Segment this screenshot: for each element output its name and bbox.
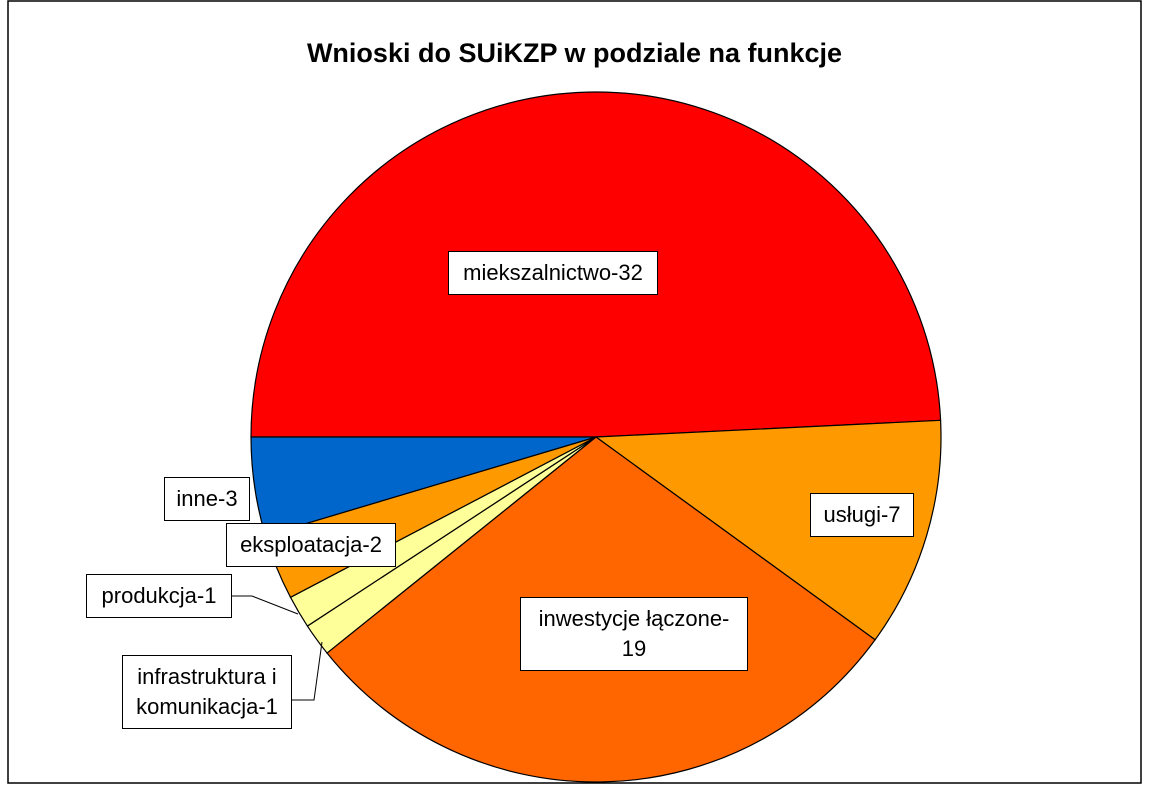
slice-label: produkcja-1: [86, 574, 232, 618]
leader-line: [292, 641, 323, 701]
slice-label: inne-3: [164, 477, 250, 521]
slice-label: inwestycje łączone-19: [520, 597, 748, 671]
slice-label: usługi-7: [810, 493, 914, 537]
chart-frame: [7, 0, 1142, 784]
slice-label: miekszalnictwo-32: [448, 251, 658, 295]
slice-label: infrastruktura i komunikacja-1: [122, 655, 292, 729]
slice-label: eksploatacja-2: [226, 523, 396, 567]
pie-slice: [594, 419, 942, 641]
leader-line: [232, 595, 299, 615]
chart-title: Wnioski do SUiKZP w podziale na funkcje: [306, 38, 843, 68]
